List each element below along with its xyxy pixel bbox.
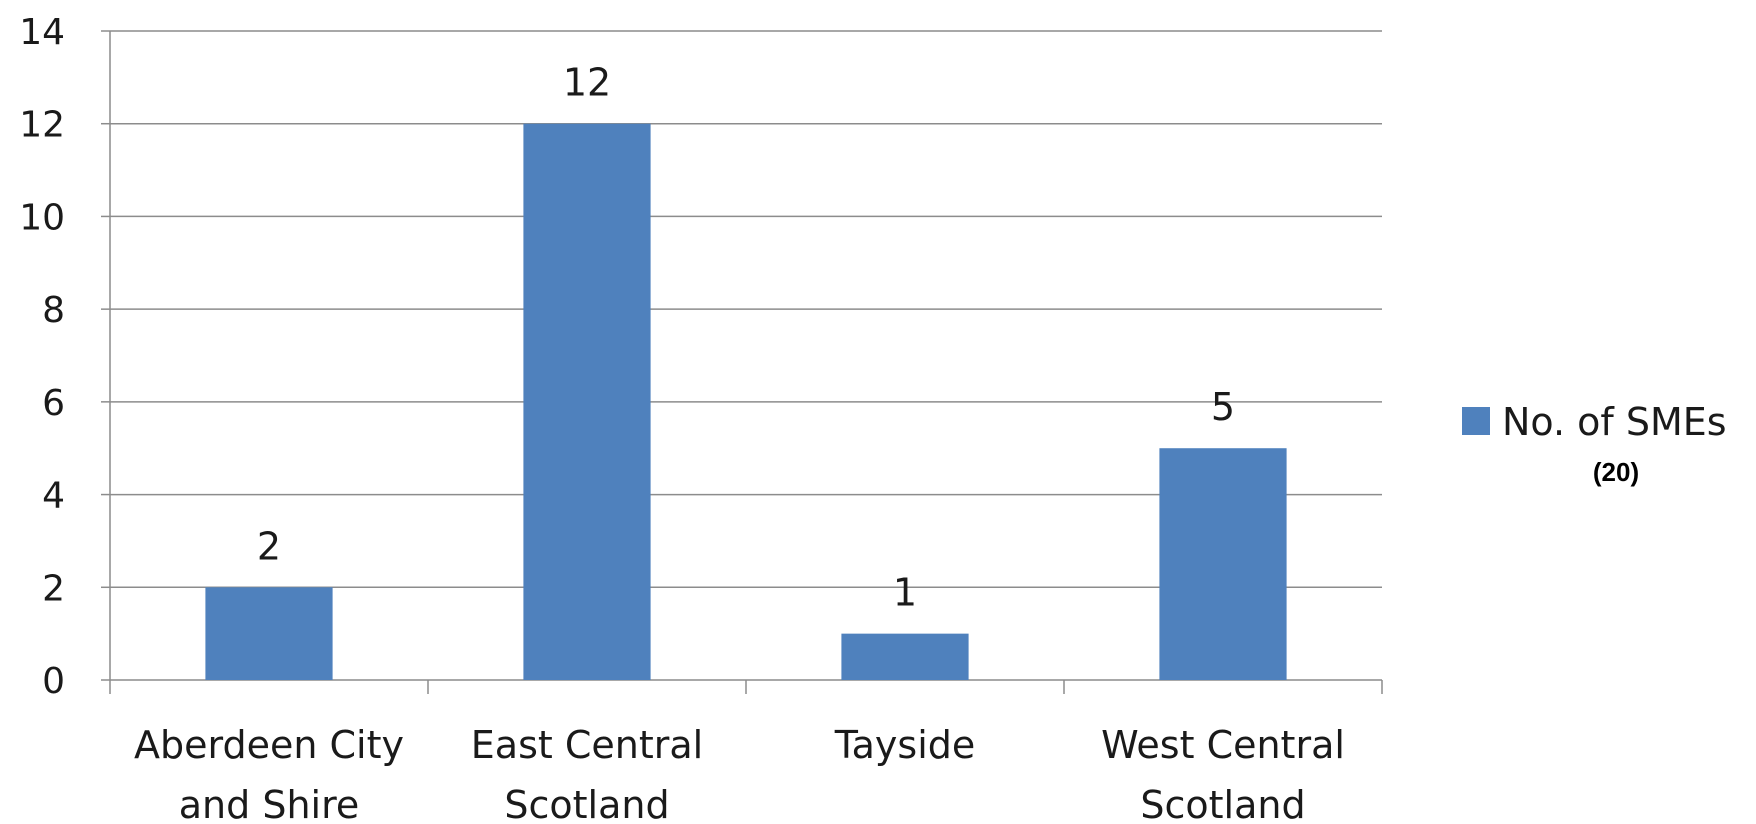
y-tick-label: 4 — [42, 476, 65, 517]
legend-note: (20) — [1593, 457, 1639, 487]
x-category-label: East Central — [471, 723, 703, 767]
bar — [841, 633, 969, 680]
y-tick-label: 12 — [19, 105, 65, 146]
x-category-label: Tayside — [834, 723, 976, 767]
gridlines — [110, 30, 1382, 589]
y-tick-label: 6 — [42, 383, 65, 424]
bar — [205, 587, 333, 680]
bar-data-label: 1 — [893, 571, 917, 615]
legend: No. of SMEs (20) — [1462, 400, 1727, 487]
x-category-label: Aberdeen City — [134, 723, 404, 767]
y-tick-label: 10 — [19, 197, 65, 238]
bar-data-label: 2 — [257, 524, 281, 568]
x-category-label: and Shire — [179, 783, 360, 824]
legend-swatch — [1462, 407, 1490, 435]
x-category-label: West Central — [1101, 723, 1345, 767]
bar-data-label: 12 — [563, 61, 611, 105]
y-tick-label: 8 — [42, 290, 65, 331]
legend-series-name: No. of SMEs — [1502, 400, 1727, 444]
bars — [205, 123, 1287, 680]
y-tick-label: 14 — [19, 12, 65, 53]
y-tick-label: 0 — [42, 661, 65, 702]
bar-data-label: 5 — [1211, 385, 1235, 429]
x-category-label: Scotland — [504, 783, 669, 824]
y-tick-label: 2 — [42, 568, 65, 609]
x-axis-category-labels: Aberdeen City and Shire East Central Scotla… — [134, 723, 1345, 824]
bar — [523, 123, 651, 680]
data-labels: 2 12 1 5 — [257, 61, 1235, 615]
y-axis-tick-labels: 0 2 4 6 8 10 12 14 — [19, 12, 65, 702]
x-category-label: Scotland — [1140, 783, 1305, 824]
bar — [1159, 448, 1287, 680]
